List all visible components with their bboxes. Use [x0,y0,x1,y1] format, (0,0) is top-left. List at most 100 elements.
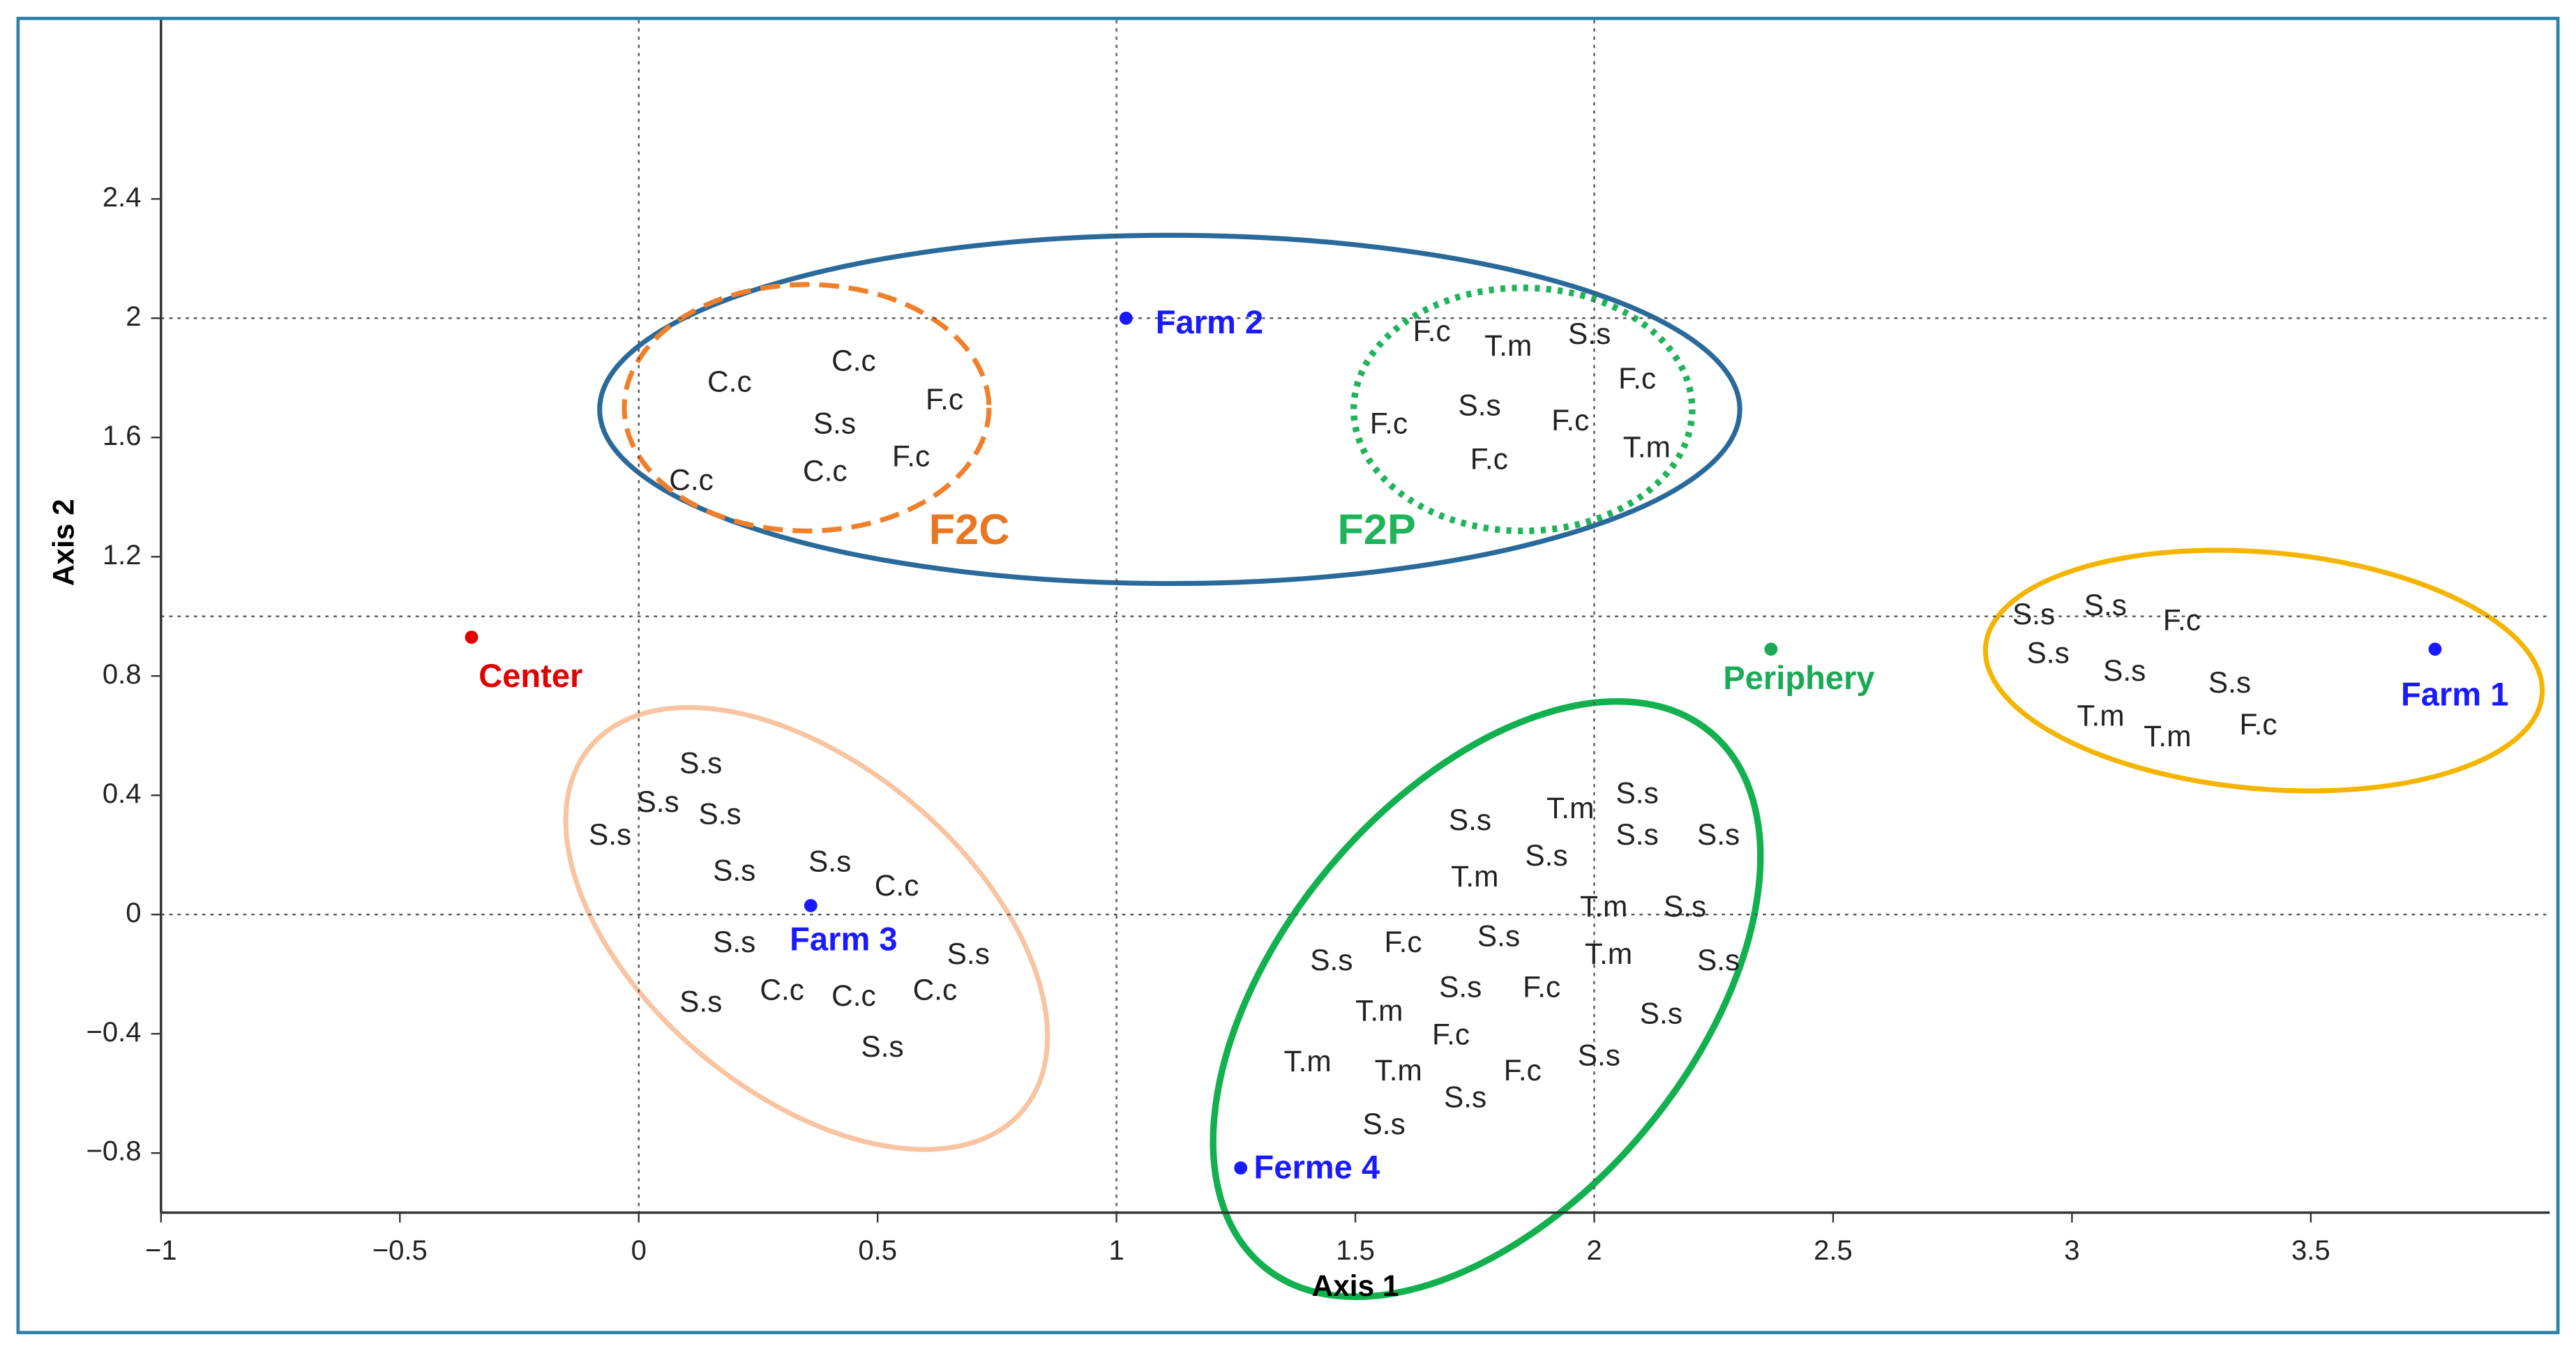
y-tick-label: −0.4 [86,1017,142,1048]
species-point: F.c [1551,404,1589,437]
species-point: S.s [1568,317,1611,350]
species-point: S.s [679,747,722,780]
site-point [804,898,818,912]
species-point: S.s [2103,654,2146,687]
species-point: F.c [1618,362,1656,395]
species-point: S.s [1459,389,1501,422]
species-point: S.s [679,986,722,1018]
site-point [2428,642,2442,656]
species-point: S.s [1449,803,1491,836]
site-label: Periphery [1723,659,1874,696]
site-point [1234,1161,1248,1175]
species-point: S.s [1477,920,1520,953]
species-point: T.m [1451,860,1498,893]
species-point: C.c [831,979,876,1012]
species-point: F.c [1370,407,1408,439]
species-point: S.s [2027,636,2070,669]
species-point: S.s [699,797,741,830]
ellipse-f2c [622,282,992,534]
species-point: C.c [803,455,848,488]
x-tick-label: 2 [1586,1235,1602,1266]
species-point: S.s [813,407,856,439]
annotation: F2C [929,506,1010,553]
y-tick-label: 0 [126,898,141,928]
species-point: S.s [947,937,990,970]
species-point: S.s [636,785,679,818]
species-point: S.s [1664,890,1706,923]
ellipses [563,232,2545,1300]
species-point: S.s [713,854,755,887]
y-axis-title: Axis 2 [47,499,80,586]
species-point: S.s [2208,666,2251,699]
y-tick-label: 2 [126,301,141,332]
x-tick-label: −0.5 [372,1235,428,1266]
ellipse-farm2 [597,232,1742,587]
species-point: T.m [1580,890,1627,923]
species-point: F.c [1523,970,1560,1003]
site-label: Farm 1 [2401,675,2508,712]
species-point: C.c [831,345,876,377]
x-tick-label: 0 [631,1235,647,1266]
y-tick-label: −0.8 [86,1136,142,1167]
species-point: S.s [2012,598,2055,631]
species-point: C.c [913,974,958,1006]
species-point: C.c [669,464,714,497]
x-tick-label: 1.5 [1336,1235,1375,1266]
species-point: F.c [892,439,930,472]
species-point: S.s [1697,944,1740,976]
x-tick-label: 1 [1108,1235,1124,1266]
species-point: S.s [1363,1108,1406,1140]
site-point [465,631,479,644]
species-point: T.m [1546,792,1594,824]
site-label: Ferme 4 [1254,1148,1380,1185]
species-point: T.m [1375,1054,1422,1087]
species-point: F.c [1470,443,1508,476]
site-label: Center [479,657,582,694]
y-tick-label: 1.6 [103,421,142,451]
x-tick-label: 3.5 [2291,1235,2330,1266]
x-tick-label: 0.5 [858,1235,897,1266]
species-point: S.s [589,818,631,851]
species-point: S.s [713,926,755,958]
species-point: T.m [1585,937,1632,970]
ellipse-farm1 [1982,548,2545,794]
y-tick-label: 1.2 [103,540,142,571]
x-axis-title: Axis 1 [1312,1269,1399,1302]
species-point: T.m [1355,994,1403,1027]
species-point: S.s [1697,818,1740,851]
site-label: Farm 3 [790,921,897,958]
species-point: S.s [1525,839,1567,872]
ellipse-f2p [1350,284,1696,534]
y-tick-label: 2.4 [103,182,142,213]
species-point: T.m [2144,720,2191,753]
frame [16,17,2560,1334]
species-point: S.s [1444,1080,1486,1113]
y-tick-label: 0.8 [103,659,142,690]
species-point: S.s [2084,589,2127,621]
species-point: F.c [1413,315,1451,347]
species-point: F.c [2163,603,2201,636]
species-point: F.c [1504,1054,1542,1087]
x-tick-label: −1 [145,1235,177,1266]
y-tick-label: 0.4 [103,778,142,809]
site-point [1119,311,1133,325]
species-point: S.s [1616,818,1659,851]
species-point: S.s [1578,1039,1620,1072]
species-point: T.m [2077,699,2124,732]
x-tick-label: 3 [2064,1235,2079,1266]
ellipse-farm3 [563,704,1050,1152]
species-point: S.s [1439,970,1482,1003]
species-point: S.s [1310,944,1353,976]
species-point: T.m [1484,329,1532,362]
species-point: C.c [875,869,919,902]
site-label: Farm 2 [1156,303,1263,340]
species-point: C.c [760,974,804,1006]
species-point: T.m [1623,431,1671,464]
species-point: F.c [1432,1018,1470,1051]
species-point: F.c [2239,708,2277,741]
site-point [1764,642,1778,656]
x-tick-label: 2.5 [1814,1235,1853,1266]
species-point: C.c [707,365,752,398]
